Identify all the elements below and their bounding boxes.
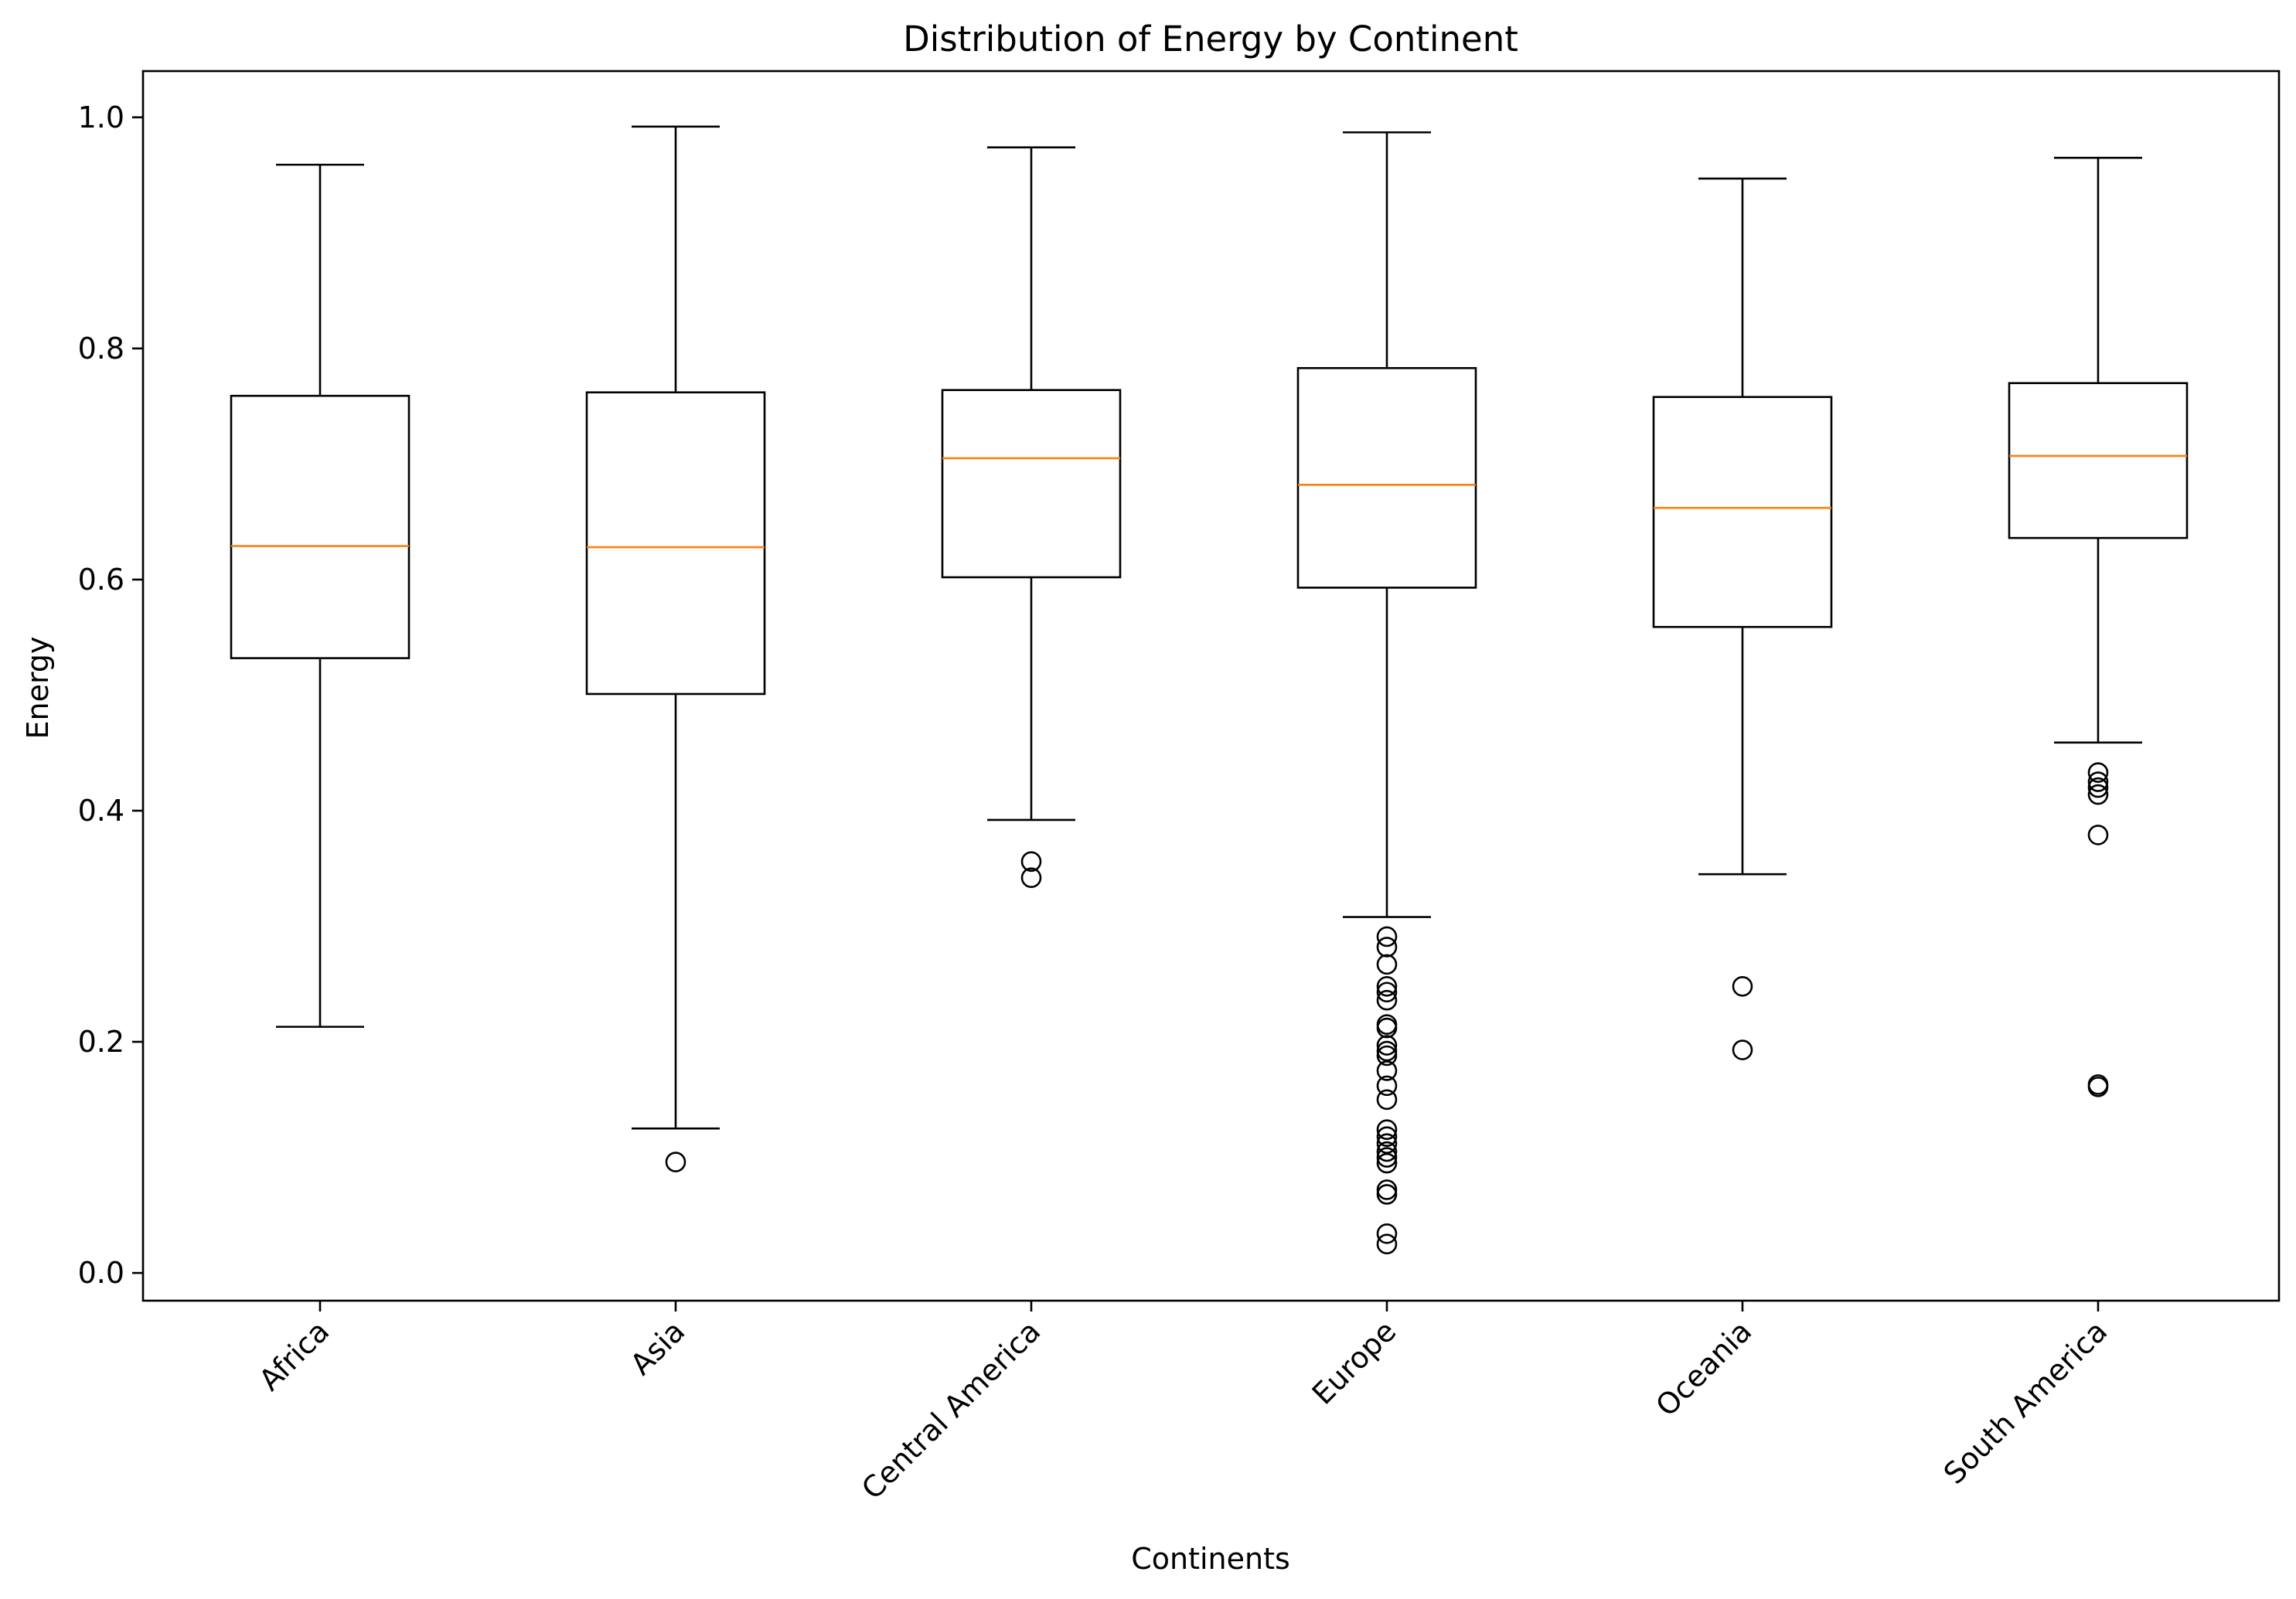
- y-tick-label: 0.8: [78, 332, 124, 366]
- outlier-point: [1732, 1039, 1753, 1060]
- outlier-point: [1020, 867, 1042, 889]
- outlier-point: [1376, 1133, 1398, 1154]
- box-iqr: [2008, 382, 2189, 539]
- box-group: [1652, 177, 1833, 1060]
- x-axis-label: Continents: [1131, 1542, 1290, 1576]
- outlier-point: [1376, 1089, 1398, 1111]
- y-tick-label: 0.0: [78, 1256, 124, 1290]
- outlier-point: [1732, 975, 1753, 997]
- outlier-point: [1376, 1179, 1398, 1200]
- outlier-point: [1376, 937, 1398, 958]
- outlier-point: [1376, 1233, 1398, 1255]
- outlier-point: [1376, 1040, 1398, 1062]
- plot-frame: [141, 70, 2281, 1302]
- outlier-point: [665, 1152, 686, 1172]
- outlier-point: [1376, 926, 1398, 947]
- box-iqr: [1652, 396, 1833, 628]
- box-iqr: [230, 394, 410, 659]
- outlier-point: [2087, 1077, 2109, 1097]
- outlier-point: [2087, 784, 2109, 805]
- outlier-point: [2087, 777, 2109, 798]
- y-tick-label: 0.2: [78, 1025, 124, 1059]
- y-axis-label: Energy: [21, 636, 55, 739]
- outlier-point: [1376, 989, 1398, 1011]
- y-tick-label: 0.4: [78, 794, 124, 828]
- outlier-point: [2087, 762, 2109, 783]
- outlier-point: [1376, 1119, 1398, 1140]
- y-tick-label: 0.6: [78, 563, 124, 597]
- outlier-point: [1376, 1045, 1398, 1067]
- outlier-point: [1020, 851, 1042, 873]
- outlier-point: [2087, 825, 2109, 845]
- box-group: [230, 163, 410, 1028]
- outlier-point: [1376, 1147, 1398, 1168]
- box-iqr: [1296, 366, 1477, 589]
- outlier-point: [1376, 1152, 1398, 1174]
- box-group: [2008, 156, 2189, 1097]
- outlier-point: [2087, 771, 2109, 792]
- box-iqr: [585, 391, 766, 696]
- box-group: [941, 146, 1122, 889]
- outlier-point: [1376, 1141, 1398, 1162]
- plot-layer: [230, 125, 2189, 1255]
- y-tick-label: 1.0: [78, 100, 124, 134]
- outlier-point: [1376, 1035, 1398, 1056]
- box-iqr: [941, 389, 1122, 579]
- outlier-point: [1376, 1184, 1398, 1205]
- outlier-point: [1376, 1075, 1398, 1097]
- outlier-point: [1376, 1223, 1398, 1244]
- chart-title: Distribution of Energy by Continent: [903, 19, 1518, 60]
- outlier-point: [1376, 1126, 1398, 1147]
- outlier-point: [1376, 1060, 1398, 1081]
- box-group: [1296, 131, 1477, 1255]
- box-group: [585, 125, 766, 1172]
- outlier-point: [1376, 982, 1398, 1003]
- y-axis: 0.0 0.2 0.4 0.6 0.8 1.0: [78, 100, 143, 1290]
- outlier-point: [1376, 954, 1398, 975]
- outlier-point: [1376, 1017, 1398, 1039]
- outlier-point: [1376, 975, 1398, 997]
